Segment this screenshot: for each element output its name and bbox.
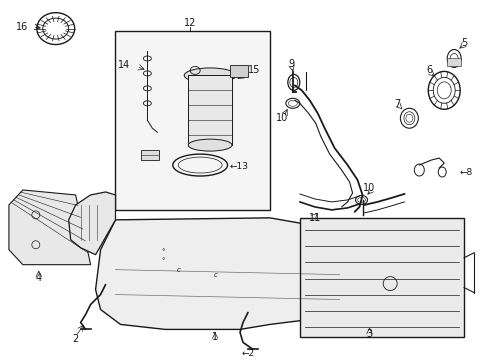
Text: °: ° <box>161 259 165 265</box>
Text: c: c <box>176 267 180 273</box>
Text: c: c <box>213 272 217 278</box>
Bar <box>115 31 269 210</box>
Text: 1: 1 <box>212 332 218 342</box>
Text: 12: 12 <box>183 18 196 28</box>
Text: ←13: ←13 <box>229 162 248 171</box>
Polygon shape <box>9 190 90 265</box>
Text: 5: 5 <box>460 37 467 48</box>
Text: °: ° <box>161 250 165 256</box>
Text: 3: 3 <box>366 329 372 339</box>
Ellipse shape <box>184 68 236 83</box>
Text: 2: 2 <box>72 334 79 345</box>
Text: 15: 15 <box>247 66 260 76</box>
Text: 10: 10 <box>363 183 375 193</box>
Text: 4: 4 <box>36 273 42 283</box>
Bar <box>447 58 460 67</box>
Polygon shape <box>68 192 115 255</box>
Text: 7: 7 <box>393 99 400 109</box>
Text: 9: 9 <box>288 59 294 69</box>
Text: ←8: ←8 <box>458 167 471 176</box>
Text: 16: 16 <box>16 22 28 32</box>
Bar <box>299 218 463 337</box>
Bar <box>188 75 232 145</box>
Bar <box>229 66 247 77</box>
Polygon shape <box>95 218 359 329</box>
Bar <box>141 150 159 160</box>
Text: 6: 6 <box>426 66 431 76</box>
Text: 10: 10 <box>275 113 287 123</box>
Ellipse shape <box>188 139 232 151</box>
Text: 14: 14 <box>118 60 130 71</box>
Text: 11: 11 <box>308 213 320 223</box>
Text: ←2: ←2 <box>241 349 254 358</box>
